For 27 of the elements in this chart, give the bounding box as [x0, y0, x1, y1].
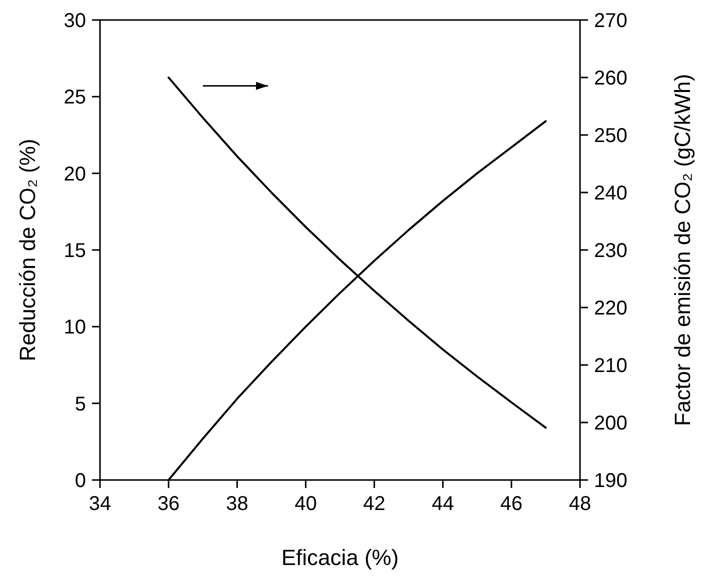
y-tick-label: 10 — [64, 316, 86, 339]
y2-tick-label: 270 — [594, 10, 628, 32]
y-axis-title: Reducción de CO₂ (%) — [15, 138, 40, 362]
x-axis-title: Eficacia (%) — [281, 545, 399, 570]
y2-tick-label: 230 — [594, 240, 628, 262]
y2-tick-label: 200 — [594, 412, 628, 434]
y-tick-label: 25 — [64, 86, 86, 109]
x-tick-label: 42 — [363, 493, 386, 515]
x-tick-label: 38 — [226, 493, 248, 515]
y2-axis-title: Factor de emisión de CO₂ (gC/kWh) — [670, 74, 695, 426]
x-tick-label: 40 — [294, 493, 317, 515]
x-tick-label: 36 — [157, 493, 180, 515]
x-tick-label: 34 — [88, 493, 112, 515]
y-tick-label: 5 — [74, 393, 86, 416]
x-tick-label: 46 — [500, 493, 523, 515]
y-tick-label: 0 — [74, 470, 86, 492]
y-tick-label: 30 — [64, 10, 86, 32]
y-tick-label: 20 — [64, 163, 86, 186]
y2-tick-label: 190 — [594, 470, 628, 492]
y2-tick-label: 250 — [594, 125, 628, 147]
y2-tick-label: 240 — [594, 182, 628, 204]
y2-tick-label: 210 — [594, 355, 628, 377]
y2-tick-label: 260 — [594, 68, 628, 90]
y2-tick-label: 220 — [594, 298, 628, 320]
x-tick-label: 44 — [432, 493, 454, 515]
y-tick-label: 15 — [64, 240, 86, 262]
x-tick-label: 48 — [568, 493, 592, 515]
